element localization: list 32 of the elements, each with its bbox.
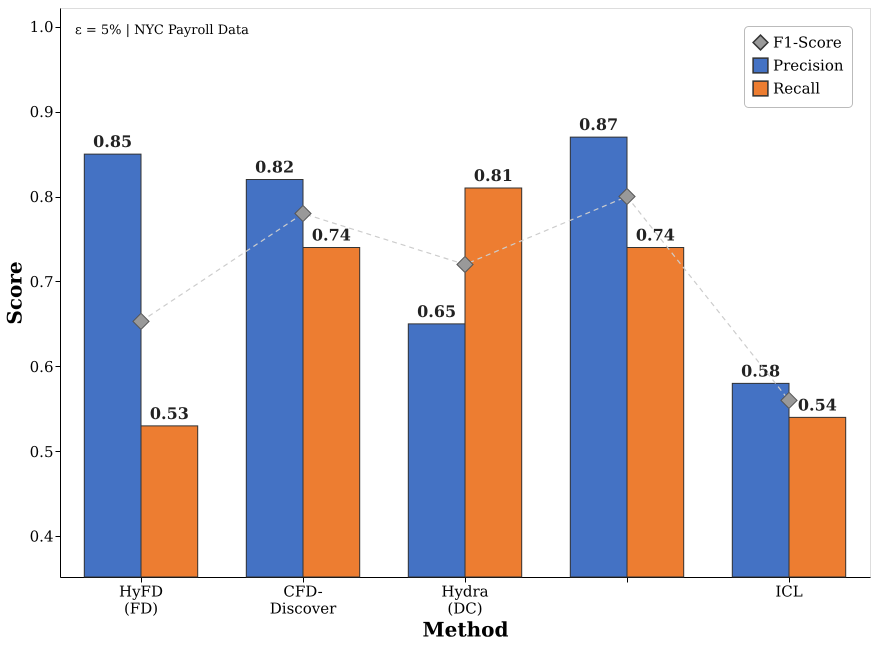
data-label: 0.87 (579, 115, 618, 134)
point (780, 392, 798, 409)
annotation: ε = 5% | NYC Payroll Data (75, 23, 250, 38)
data-label: 0.82 (255, 158, 294, 177)
data-label: 0.58 (741, 361, 780, 380)
y-tick-label: 0.7 (30, 272, 54, 291)
data-label: 0.54 (798, 395, 837, 414)
y-tick-label: 1.0 (30, 18, 54, 36)
y-tick-label: 0.5 (30, 442, 54, 461)
point (132, 312, 150, 330)
legend-label: Precision (773, 56, 844, 74)
point (294, 204, 312, 222)
data-label: 0.53 (150, 404, 189, 423)
point (618, 188, 636, 206)
y-tick-label: 0.4 (30, 528, 54, 546)
x-axis-title: Method (422, 618, 508, 642)
data-label: 0.74 (312, 225, 351, 244)
x-tick-label: Hydra (DC) (441, 582, 489, 618)
legend-label: F1-Score (773, 34, 842, 52)
data-label: 0.74 (636, 225, 675, 244)
x-tick-label: HyFD (FD) (119, 582, 163, 618)
data-label: 0.85 (93, 132, 132, 152)
point (456, 256, 474, 274)
y-tick-label: 0.6 (30, 358, 54, 376)
y-tick-label: 0.8 (30, 188, 54, 206)
y-tick-label: 0.9 (30, 103, 54, 122)
x-tick-label: CFD-Discover (270, 582, 338, 618)
x-tick-label: ICL (775, 582, 803, 600)
y-axis-title: Score (2, 261, 27, 325)
data-label: 0.81 (474, 166, 513, 186)
legend-label: Recall (773, 80, 820, 98)
data-label: 0.65 (417, 302, 456, 321)
